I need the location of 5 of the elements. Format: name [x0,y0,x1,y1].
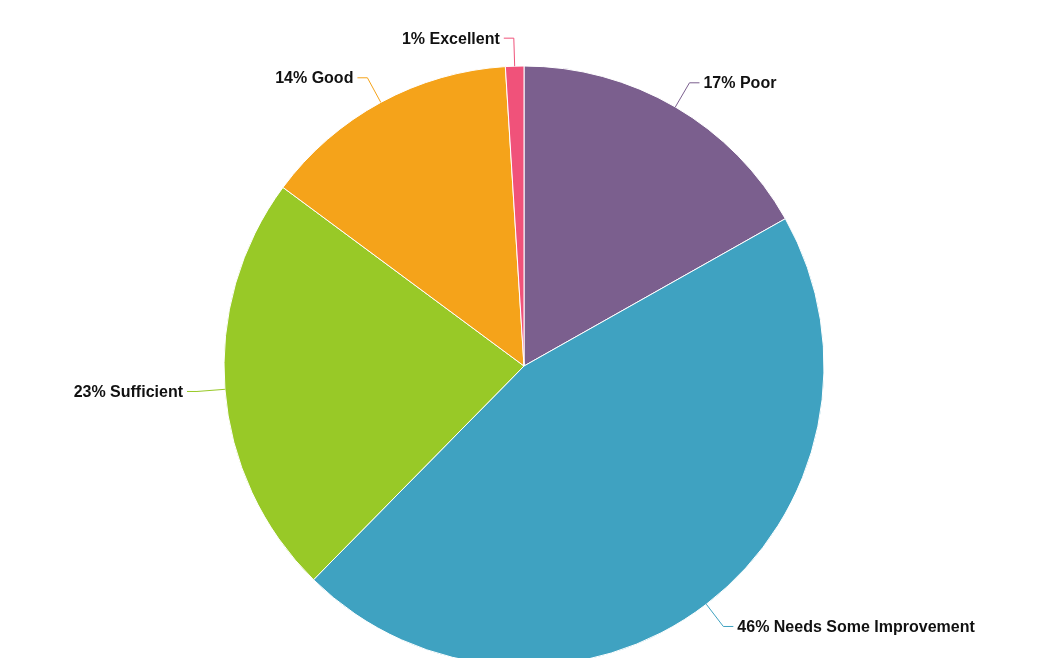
slice-label: 14% Good [275,69,354,87]
slice-label: 23% Sufficient [73,383,184,401]
slice-label: 1% Excellent [401,29,501,47]
slice-label: 46% Needs Some Improvement [737,618,976,636]
slice-label: 17% Poor [703,74,777,92]
